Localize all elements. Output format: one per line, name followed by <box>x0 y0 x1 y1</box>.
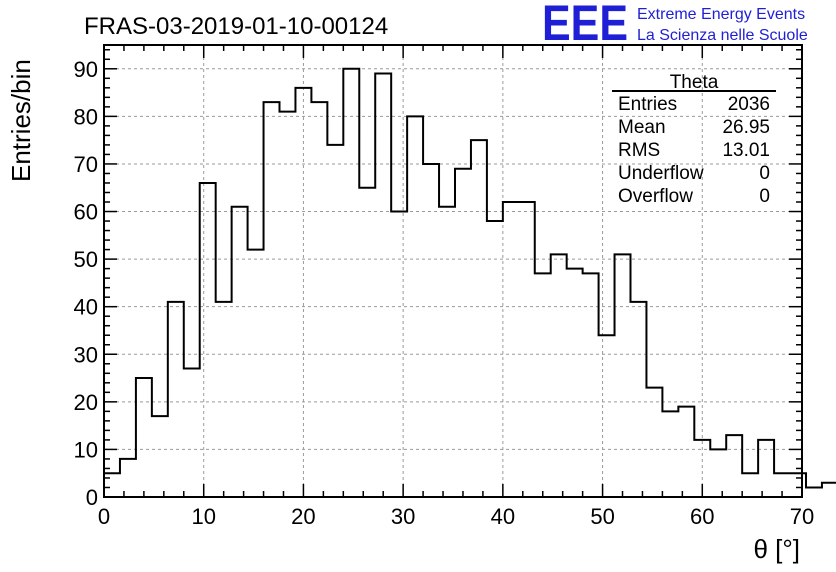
y-tick-label: 70 <box>74 152 98 177</box>
grid-lines <box>104 45 802 497</box>
histogram-bin <box>503 202 519 497</box>
y-tick-label: 90 <box>74 57 98 82</box>
histogram-bin <box>615 254 631 497</box>
y-tick-label: 20 <box>74 390 98 415</box>
stats-row-value: 2036 <box>728 94 770 115</box>
plot-frame <box>103 44 803 498</box>
histogram-bin <box>710 449 726 497</box>
y-tick-labels: 0 10 20 30 40 50 60 70 80 90 <box>74 57 98 510</box>
stats-row-value: 0 <box>759 186 770 207</box>
x-tick-label: 40 <box>491 504 515 529</box>
histogram-bin <box>471 140 487 497</box>
stats-row-label: Underflow <box>618 163 704 184</box>
histogram-bin <box>152 416 168 497</box>
histogram-bin <box>327 145 343 497</box>
histogram-bin <box>599 335 615 497</box>
stats-box: Theta Entries 2036 Mean 26.95 RMS 13.01 Underf… <box>612 72 776 207</box>
histogram-bin <box>248 250 264 497</box>
histogram-bin <box>742 473 758 497</box>
histogram-bin <box>264 102 280 497</box>
histogram-bin <box>455 169 471 497</box>
histogram-bin <box>120 459 136 497</box>
chart-title: FRAS-03-2019-01-10-00124 <box>84 13 388 40</box>
histogram-bin <box>662 411 678 497</box>
axis-ticks <box>103 45 803 498</box>
histogram-bin <box>343 69 359 497</box>
y-axis-title: Entries/bin <box>6 59 36 182</box>
x-axis-title: θ [°] <box>753 534 800 564</box>
stats-row-value: 13.01 <box>722 140 770 161</box>
histogram-bin <box>583 273 599 497</box>
stats-row-label: Mean <box>618 117 666 138</box>
y-tick-label: 60 <box>74 200 98 225</box>
histogram-bin <box>359 188 375 497</box>
histogram-bin <box>678 407 694 497</box>
x-tick-labels: 0 10 20 30 40 50 60 70 <box>98 504 814 529</box>
logo-line-2: La Scienza nelle Scuole <box>637 27 808 44</box>
histogram-bin <box>232 207 248 497</box>
y-tick-label: 10 <box>74 437 98 462</box>
histogram-bin <box>567 269 583 497</box>
x-tick-label: 70 <box>790 504 814 529</box>
histogram-bin <box>279 112 295 497</box>
histogram-bin <box>311 102 327 497</box>
histogram-bin <box>535 273 551 497</box>
histogram-bin <box>184 369 200 497</box>
histogram-bin <box>726 435 742 497</box>
histogram-bin <box>136 378 152 497</box>
y-tick-label: 50 <box>74 247 98 272</box>
stats-row-label: RMS <box>618 140 660 161</box>
stats-row-label: Overflow <box>618 186 693 207</box>
y-tick-label: 0 <box>86 485 98 510</box>
x-tick-label: 50 <box>590 504 614 529</box>
histogram-bin <box>391 212 407 497</box>
logo-mark: EEE <box>542 0 628 51</box>
histogram-bin <box>168 302 184 497</box>
stats-row-value: 0 <box>759 163 770 184</box>
histogram-bin <box>790 473 806 497</box>
logo-line-1: Extreme Energy Events <box>637 6 805 23</box>
histogram-bin <box>822 483 836 497</box>
x-tick-label: 60 <box>690 504 714 529</box>
histogram-bin <box>646 388 662 497</box>
histogram-bin <box>375 74 391 497</box>
histogram-bin <box>295 88 311 497</box>
x-tick-label: 0 <box>98 504 110 529</box>
histogram-bin <box>104 473 120 497</box>
x-tick-label: 10 <box>191 504 215 529</box>
eee-logo: EEE Extreme Energy Events La Scienza nel… <box>542 0 808 51</box>
histogram-bin <box>519 202 535 497</box>
histogram-bin <box>487 221 503 497</box>
y-tick-label: 30 <box>74 342 98 367</box>
histogram-bin <box>216 302 232 497</box>
x-tick-label: 20 <box>291 504 315 529</box>
y-tick-label: 80 <box>74 104 98 129</box>
histogram-bin <box>551 254 567 497</box>
histogram-bin <box>439 207 455 497</box>
y-tick-label: 40 <box>74 295 98 320</box>
histogram-bin <box>407 116 423 497</box>
stats-box-title: Theta <box>670 72 719 93</box>
stats-row-label: Entries <box>618 94 677 115</box>
x-tick-label: 30 <box>391 504 415 529</box>
histogram-bin <box>200 183 216 497</box>
stats-row-value: 26.95 <box>722 117 770 138</box>
histogram-outline <box>103 67 836 497</box>
histogram-bin <box>423 164 439 497</box>
histogram-bin <box>630 302 646 497</box>
histogram-bin <box>758 440 774 497</box>
histogram-bin <box>806 487 822 497</box>
